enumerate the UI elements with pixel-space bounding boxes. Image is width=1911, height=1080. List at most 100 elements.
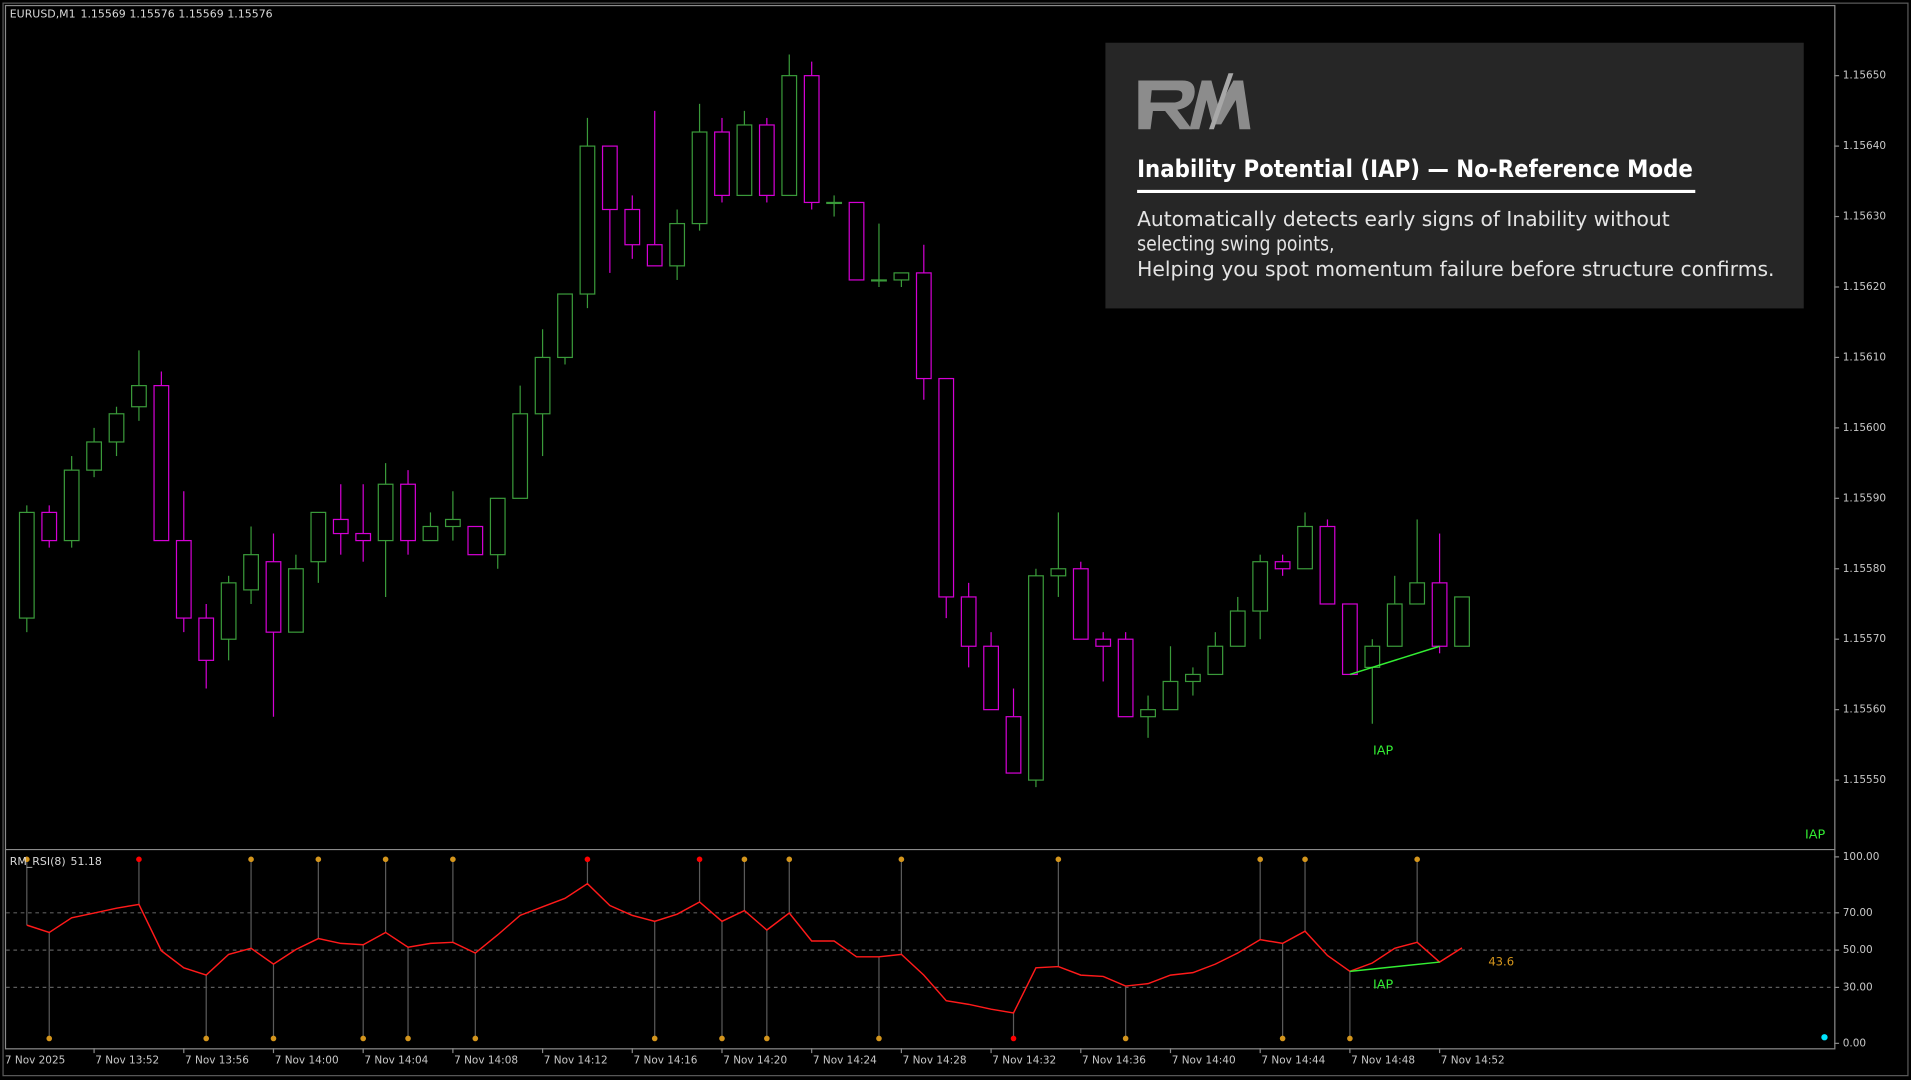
candle-body <box>691 131 708 225</box>
candle-body <box>736 124 753 197</box>
swing-dot <box>472 1035 479 1042</box>
symbol: EURUSD,M1 <box>10 8 76 21</box>
x-tick-label: 7 Nov 14:48 <box>1351 1054 1415 1066</box>
axes: 1.15550 1.15560 1.15570 1.15580 1.15590 1.156… <box>5 70 1886 1067</box>
symbol-header: EURUSD,M1 1.15569 1.15576 1.15569 1.15576 <box>10 8 273 21</box>
swing-dot <box>1257 856 1263 863</box>
swing-dot <box>1055 856 1062 863</box>
x-tick-label: 7 Nov 14:20 <box>723 1054 787 1066</box>
swing-dot <box>248 856 254 863</box>
swing-dot <box>1414 856 1420 863</box>
candle-body <box>534 356 551 415</box>
y-tick-label: 1.15570 <box>1843 633 1886 645</box>
divergence-line <box>1349 961 1440 973</box>
x-tick-label: 7 Nov 14:36 <box>1082 1054 1146 1066</box>
candle-body <box>1207 645 1224 676</box>
y-tick-label: 50.00 <box>1843 944 1873 956</box>
candle-body <box>287 568 304 633</box>
candle-body <box>557 293 573 359</box>
swing-dot <box>584 856 591 863</box>
candles: IAP IAP <box>18 54 1826 842</box>
candle-body <box>826 201 843 205</box>
x-tick-label: 7 Nov 14:04 <box>364 1054 428 1066</box>
y-tick-label: 70.00 <box>1843 907 1873 919</box>
indicator-header: RM_RSI(8) 51.18 <box>10 855 102 868</box>
x-tick-label: 7 Nov 14:12 <box>544 1054 608 1066</box>
candle-body <box>422 525 439 542</box>
y-tick-label: 1.15550 <box>1843 774 1886 786</box>
swing-dot <box>898 856 905 863</box>
candle-body <box>444 518 461 528</box>
candle-body <box>646 244 663 267</box>
last-open: 1.15569 <box>80 8 125 21</box>
swing-dot <box>719 1035 725 1042</box>
candle-body <box>803 75 820 204</box>
candle-body <box>467 525 484 556</box>
candle-body <box>1184 673 1201 683</box>
y-tick-label: 0.00 <box>1843 1037 1866 1049</box>
candle-body <box>1162 680 1179 711</box>
swing-dot <box>1347 1035 1353 1042</box>
y-tick-label: 1.15560 <box>1843 704 1886 716</box>
candle-body <box>108 413 125 443</box>
candle-body <box>489 497 506 556</box>
candle-body <box>601 145 618 211</box>
signal-label: IAP <box>1805 827 1826 842</box>
x-tick-label: 7 Nov 13:52 <box>95 1054 159 1066</box>
logo <box>1138 73 1251 130</box>
candle-body <box>198 617 215 661</box>
x-tick-label: 7 Nov 14:16 <box>634 1054 698 1066</box>
swing-dot <box>1010 1035 1017 1042</box>
last-close: 1.15576 <box>227 8 272 21</box>
x-tick-label: 7 Nov 14:52 <box>1441 1054 1505 1066</box>
y-tick-label: 1.15630 <box>1843 211 1886 223</box>
candle-body <box>1050 568 1067 577</box>
swing-dot <box>1302 856 1308 863</box>
x-start-label: 7 Nov 2025 <box>5 1054 65 1066</box>
swing-dot <box>1122 1035 1129 1042</box>
last-low: 1.15569 <box>178 8 223 21</box>
candle-body <box>1274 561 1291 570</box>
candle-body <box>86 441 103 471</box>
candle-body <box>400 483 416 542</box>
candle-body <box>938 377 955 598</box>
candle-body <box>332 518 349 535</box>
x-tick-label: 7 Nov 14:00 <box>275 1054 339 1066</box>
info-line: Automatically detects early signs of Ina… <box>1137 207 1670 231</box>
y-tick-label: 1.15580 <box>1843 563 1886 575</box>
candle-body <box>1386 603 1403 647</box>
logo-r <box>1138 80 1195 130</box>
candle-body <box>871 279 887 282</box>
candle-body <box>758 124 775 197</box>
trendline <box>1349 645 1440 676</box>
trendline-label: IAP <box>1373 743 1394 758</box>
candle-body <box>220 582 237 640</box>
y-tick-label: 1.15650 <box>1843 70 1886 82</box>
y-tick-label: 1.15620 <box>1843 281 1886 293</box>
candle-body <box>1028 575 1044 781</box>
candle-body <box>1072 568 1089 640</box>
candle-body <box>1117 638 1134 718</box>
y-tick-label: 1.15600 <box>1843 422 1886 434</box>
rsi-line <box>26 882 1463 1014</box>
swing-dot <box>360 1035 366 1042</box>
rsi-panel: IAP 43.6 <box>6 856 1835 1042</box>
last-high: 1.15576 <box>129 8 174 21</box>
swing-dot <box>1279 1035 1286 1042</box>
swing-dot <box>764 1035 770 1042</box>
info-box: Inability Potential (IAP) — No-Reference… <box>1105 42 1804 309</box>
swing-dot <box>382 856 389 863</box>
x-tick-label: 7 Nov 14:28 <box>903 1054 967 1066</box>
swing-dot <box>405 1035 411 1042</box>
candle-body <box>131 384 147 408</box>
y-tick-label: 30.00 <box>1843 981 1873 993</box>
swing-dot <box>136 856 142 863</box>
logo-stroke <box>1209 73 1234 130</box>
swing-dot <box>876 1035 882 1042</box>
swing-dot <box>786 856 793 863</box>
candle-body <box>1364 645 1381 668</box>
candle-body <box>243 554 259 591</box>
x-tick-label: 7 Nov 13:56 <box>185 1054 249 1066</box>
